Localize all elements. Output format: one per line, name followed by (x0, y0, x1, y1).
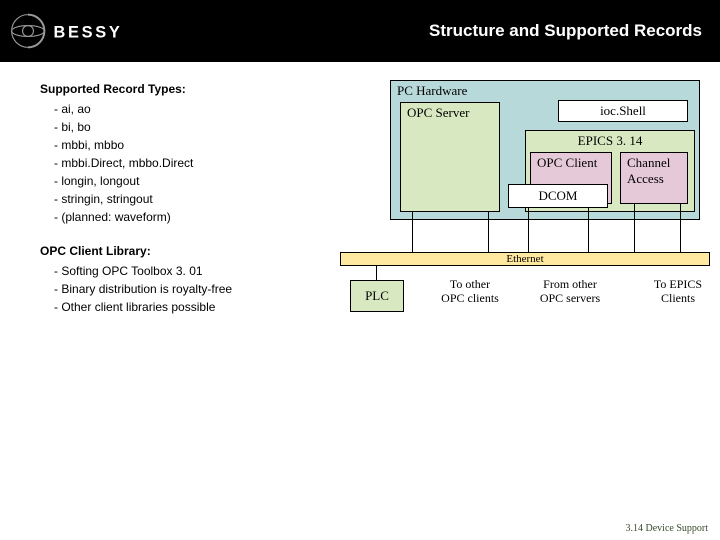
diagram: PC Hardware OPC Server ioc.Shell EPICS 3. 1… (340, 80, 696, 340)
pc-hardware-label: PC Hardware (397, 83, 467, 99)
ioc-shell-box: ioc.Shell (558, 100, 688, 122)
channel-access-label: ChannelAccess (627, 155, 670, 187)
plc-box: PLC (350, 280, 404, 312)
connector-line (680, 204, 681, 252)
channel-access-box: ChannelAccess (620, 152, 688, 204)
list-item: longin, longout (50, 172, 320, 190)
diagram-caption: From otherOPC servers (530, 278, 610, 306)
opc-server-box: OPC Server (400, 102, 500, 212)
list-item: bi, bo (50, 118, 320, 136)
diagram-caption: To EPICSClients (638, 278, 718, 306)
bessy-logo: BESSY (8, 11, 190, 51)
connector-line (376, 266, 377, 280)
content-area: Supported Record Types: ai, ao bi, bo mb… (0, 62, 720, 340)
svg-text:BESSY: BESSY (53, 23, 122, 41)
list-item: stringin, stringout (50, 190, 320, 208)
ethernet-box: Ethernet (340, 252, 710, 266)
client-lib-list: Softing OPC Toolbox 3. 01 Binary distrib… (50, 262, 320, 316)
left-column: Supported Record Types: ai, ao bi, bo mb… (40, 80, 320, 340)
footer-text: 3.14 Device Support (626, 523, 709, 534)
list-item: Softing OPC Toolbox 3. 01 (50, 262, 320, 280)
connector-line (588, 208, 589, 252)
connector-line (634, 204, 635, 252)
list-item: Binary distribution is royalty-free (50, 280, 320, 298)
record-types-heading: Supported Record Types: (40, 80, 320, 98)
list-item: mbbi.Direct, mbbo.Direct (50, 154, 320, 172)
connector-line (412, 212, 413, 252)
diagram-caption: To otherOPC clients (430, 278, 510, 306)
epics-label: EPICS 3. 14 (532, 133, 688, 149)
list-item: Other client libraries possible (50, 298, 320, 316)
ioc-shell-label: ioc.Shell (600, 103, 646, 119)
list-item: mbbi, mbbo (50, 136, 320, 154)
dcom-label: DCOM (538, 188, 577, 204)
opc-client-label: OPC Client (537, 155, 597, 171)
opc-server-label: OPC Server (407, 105, 469, 121)
ethernet-label: Ethernet (506, 253, 543, 265)
dcom-box: DCOM (508, 184, 608, 208)
client-lib-heading: OPC Client Library: (40, 242, 320, 260)
list-item: ai, ao (50, 100, 320, 118)
list-item: (planned: waveform) (50, 208, 320, 226)
slide-title: Structure and Supported Records (429, 21, 702, 41)
header-bar: BESSY Structure and Supported Records (0, 0, 720, 62)
connector-line (528, 208, 529, 252)
connector-line (488, 212, 489, 252)
plc-label: PLC (365, 288, 389, 304)
record-types-list: ai, ao bi, bo mbbi, mbbo mbbi.Direct, mb… (50, 100, 320, 226)
